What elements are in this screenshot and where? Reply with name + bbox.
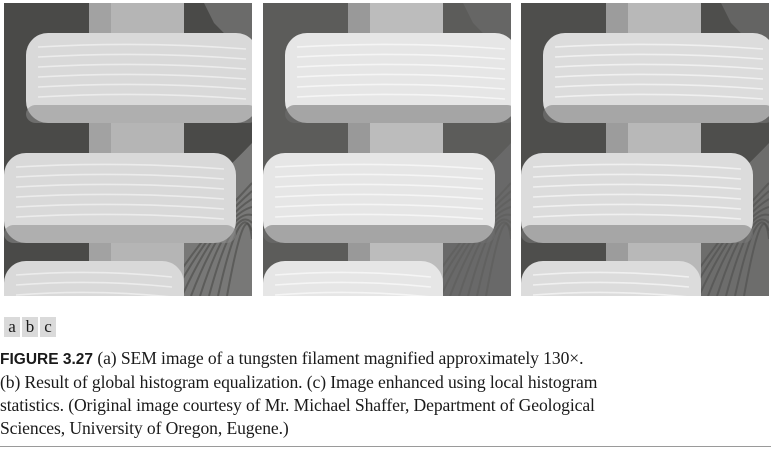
caption-text-1: (a) SEM image of a tungsten filament mag… — [97, 348, 584, 368]
panel-b-global-equalized-image — [263, 3, 511, 296]
subfigure-label-b: b — [22, 317, 38, 337]
figure-caption: FIGURE 3.27 (a) SEM image of a tungsten … — [0, 347, 771, 440]
caption-line-2: (b) Result of global histogram equalizat… — [0, 372, 598, 392]
caption-line-3: statistics. (Original image courtesy of … — [0, 395, 595, 415]
caption-bottom-rule — [0, 446, 771, 447]
caption-line-4: Sciences, University of Oregon, Eugene.) — [0, 418, 289, 438]
panel-a-sem-image — [4, 3, 252, 296]
subfigure-label-c: c — [40, 317, 56, 337]
caption-line-1: FIGURE 3.27 (a) SEM image of a tungsten … — [0, 347, 771, 371]
subfigure-labels: a b c — [4, 317, 56, 337]
figure-label: FIGURE 3.27 — [0, 351, 94, 368]
panel-c-local-enhanced-image — [521, 3, 769, 296]
figure-panels — [4, 3, 769, 296]
subfigure-label-a: a — [4, 317, 20, 337]
